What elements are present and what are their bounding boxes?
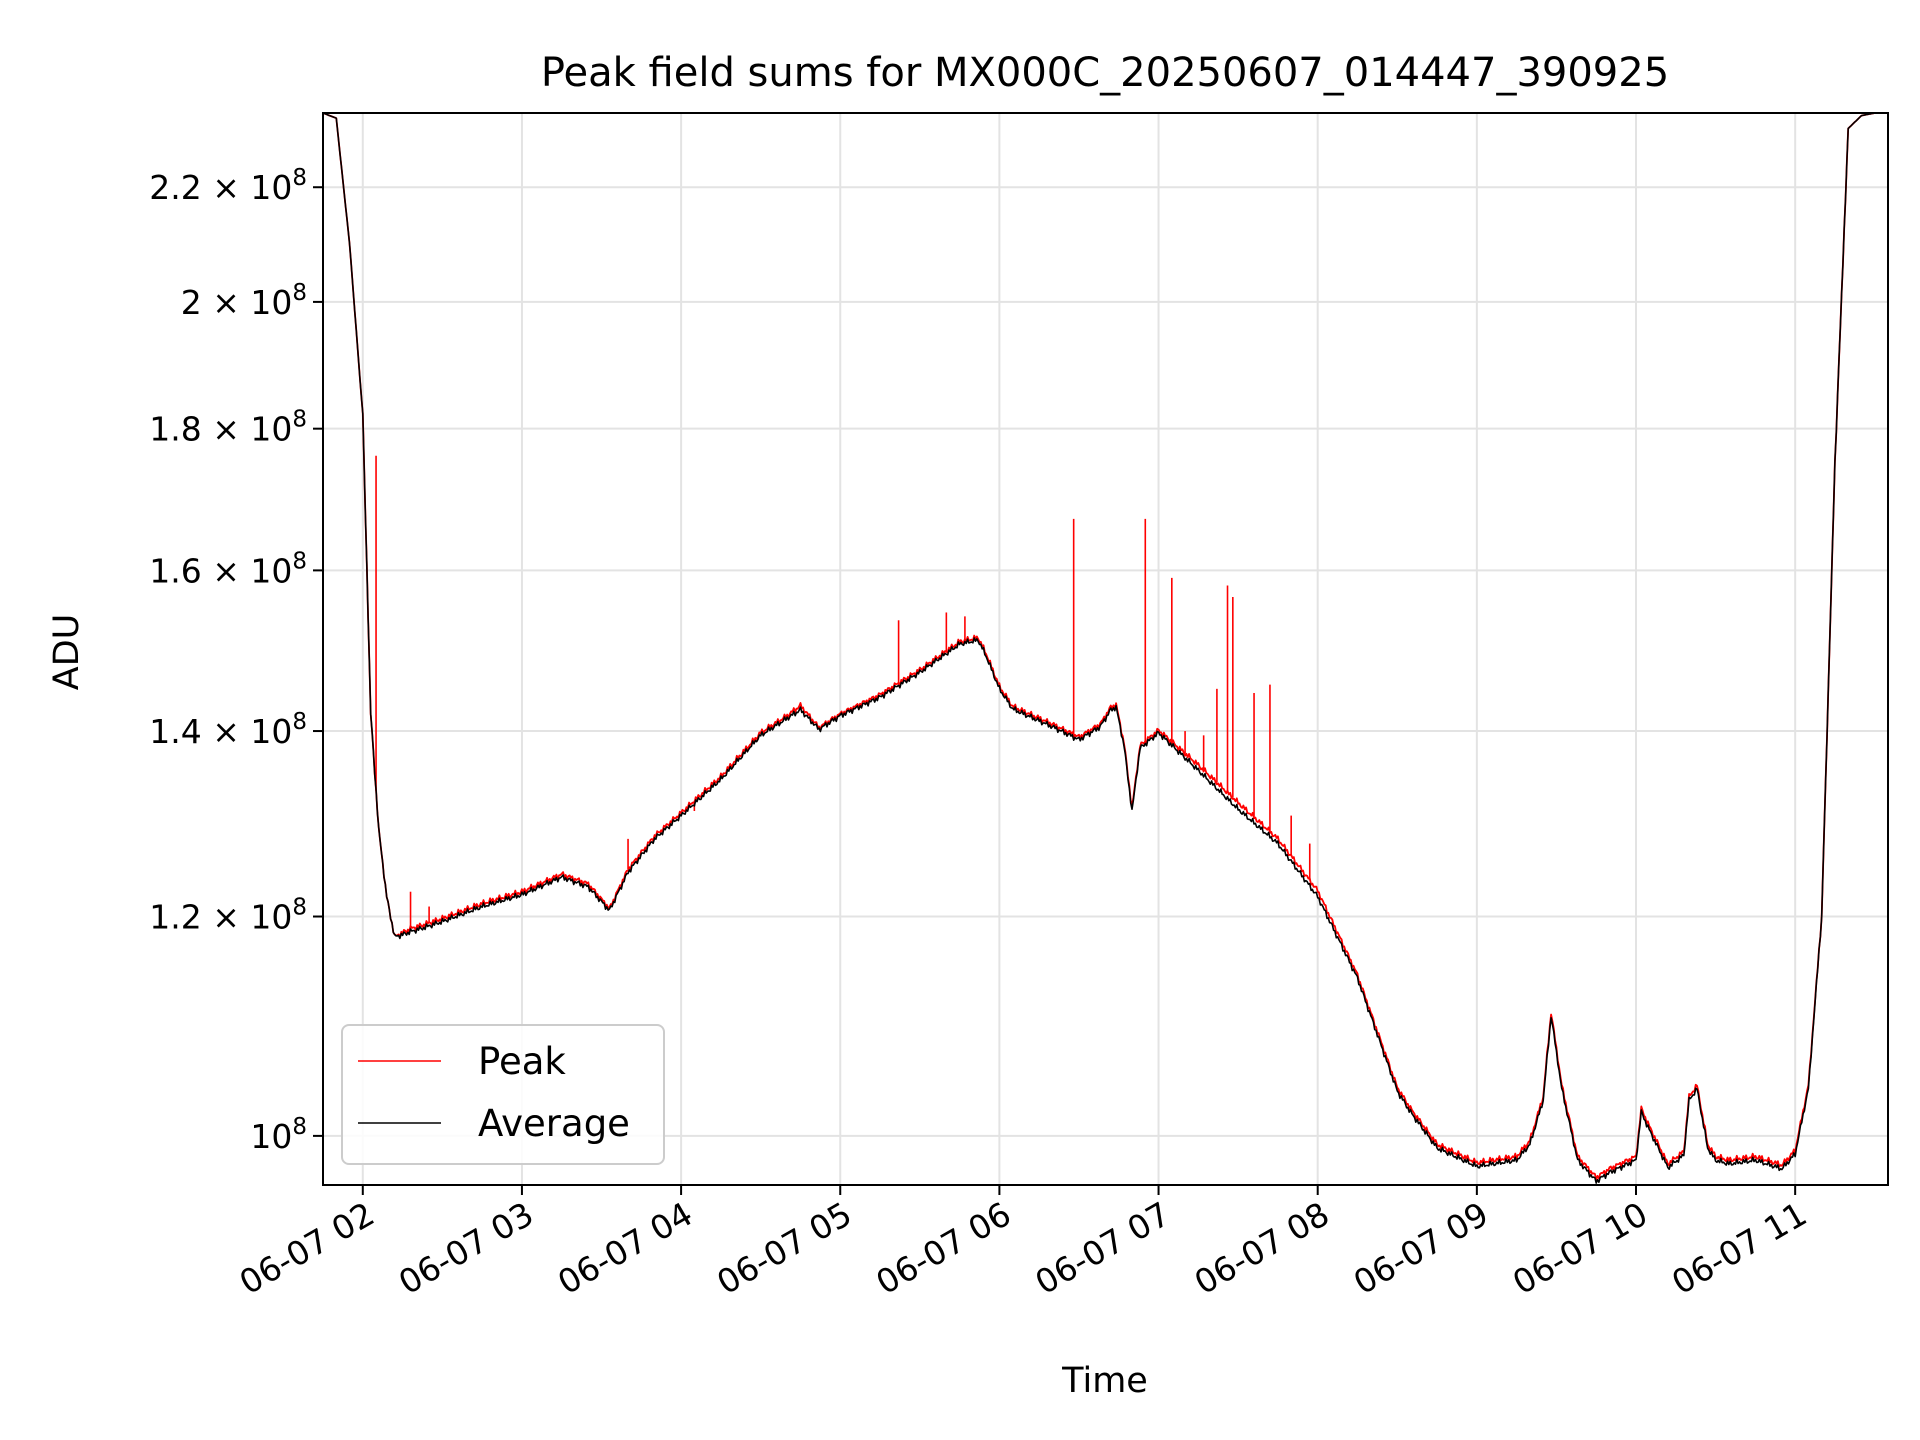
y-tick-label: 1.8 × 108 bbox=[149, 407, 307, 449]
y-axis-label: ADU bbox=[47, 614, 87, 691]
legend-label-peak: Peak bbox=[478, 1040, 566, 1083]
legend: Peak Average bbox=[341, 1024, 665, 1165]
y-tick-label: 2 × 108 bbox=[181, 280, 307, 322]
legend-box bbox=[341, 1024, 665, 1165]
y-axis: 108 1.2 × 108 1.4 × 108 1.6 × 108 1.8 × 108 2… bbox=[149, 165, 323, 1156]
y-tick-label: 1.6 × 108 bbox=[149, 548, 307, 590]
legend-label-average: Average bbox=[478, 1102, 630, 1145]
y-tick-label: 1.4 × 108 bbox=[149, 709, 307, 751]
y-tick-label: 1.2 × 108 bbox=[149, 895, 307, 937]
x-axis-label: Time bbox=[1061, 1361, 1148, 1401]
plot-frame bbox=[322, 112, 1889, 1186]
grid bbox=[323, 113, 1888, 1185]
series-line-average bbox=[322, 112, 1888, 1184]
chart-title: Peak field sums for MX000C_20250607_0144… bbox=[541, 50, 1669, 96]
y-tick-label: 2.2 × 108 bbox=[149, 165, 307, 207]
y-tick-label: 108 bbox=[250, 1114, 307, 1156]
series-layer bbox=[322, 112, 1888, 1184]
